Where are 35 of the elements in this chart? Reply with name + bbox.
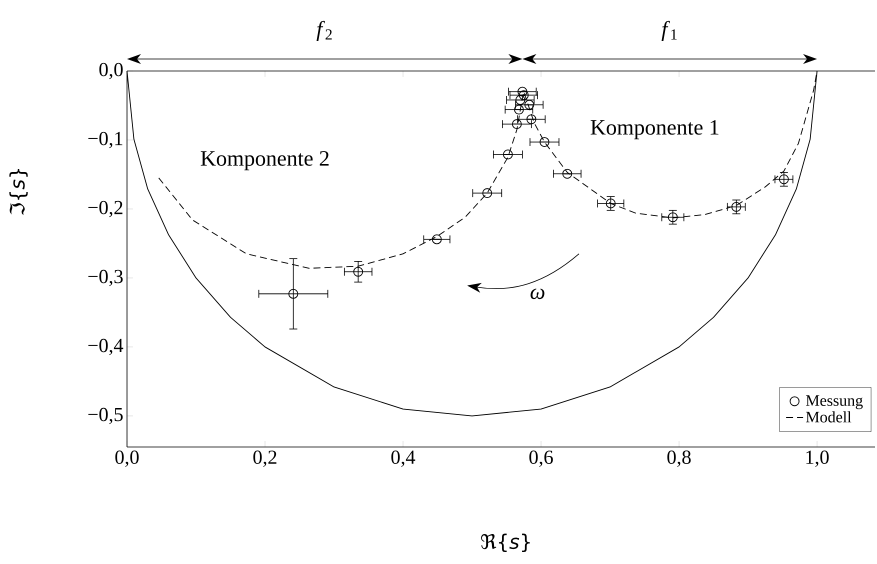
y-tick-label: −0,3 (88, 270, 123, 286)
x-axis-title: ℜ{s} (481, 534, 530, 552)
annotation: Komponente 1 (590, 120, 718, 140)
x-tick-label: 0,8 (667, 450, 691, 467)
point (288, 288, 298, 299)
point (518, 90, 529, 100)
annotation: Komponente 2 (200, 151, 329, 170)
point (502, 150, 513, 160)
legend-label: Modell (806, 411, 852, 422)
y-tick-label: −0,5 (88, 408, 123, 424)
text: f$_{1}$ (662, 20, 677, 42)
point (562, 168, 572, 179)
point (517, 86, 528, 97)
y-tick-label: 0,0 (99, 62, 123, 80)
point (526, 114, 536, 124)
text: f$_{2}$ (316, 20, 332, 42)
y-tick-label: −0,2 (88, 200, 122, 218)
y-axis-title: ℑ{s} (9, 168, 28, 216)
x-tick-label: 0,6 (529, 450, 553, 467)
point (482, 188, 492, 198)
point (668, 212, 678, 222)
x-tick-label: 0,2 (253, 450, 276, 467)
point (524, 100, 534, 110)
x-tick-label: 0,4 (391, 450, 416, 467)
x-tick-label: 1,0 (806, 450, 829, 467)
x-tick-label: 0,0 (115, 450, 139, 467)
point (540, 137, 550, 147)
y-tick-label: −0,4 (88, 338, 124, 356)
legend-label: Messung (806, 395, 863, 410)
annotation: ω (530, 288, 544, 300)
point (606, 198, 616, 208)
point (432, 234, 442, 244)
point (512, 119, 522, 130)
y-tick-label: −0,1 (88, 132, 122, 148)
point (353, 266, 364, 277)
